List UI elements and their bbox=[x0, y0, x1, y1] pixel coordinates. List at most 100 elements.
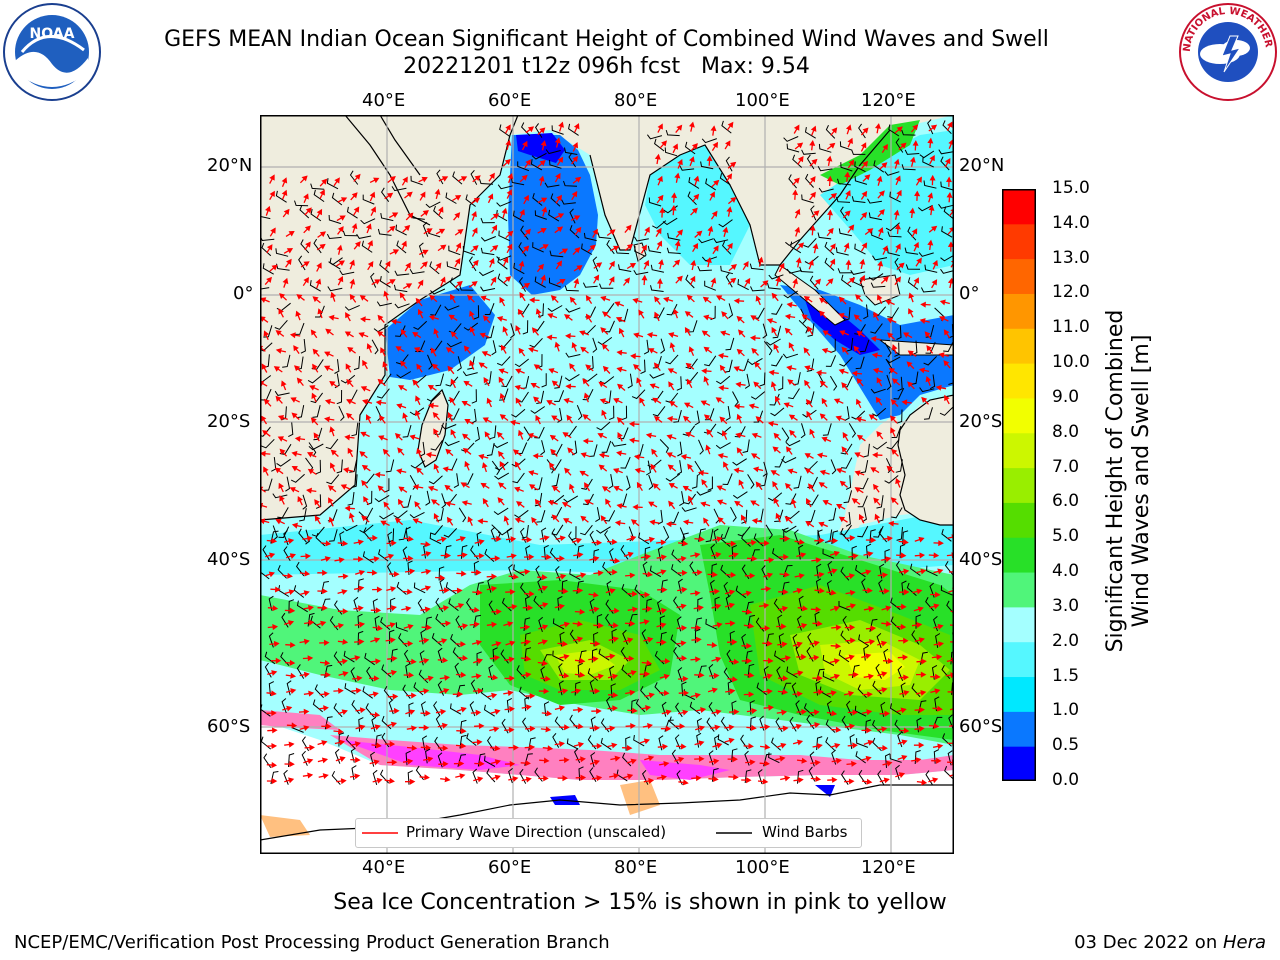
wind-barb bbox=[824, 241, 835, 256]
wind-barb bbox=[428, 475, 443, 485]
wave-direction-arrowhead bbox=[750, 724, 757, 731]
wind-barb bbox=[409, 407, 425, 416]
wind-barb bbox=[446, 261, 460, 271]
wind-barb bbox=[300, 338, 306, 354]
wind-barb bbox=[666, 303, 678, 316]
wave-direction-arrowhead bbox=[362, 359, 368, 367]
wave-direction-arrowhead bbox=[659, 207, 666, 213]
wind-barb bbox=[374, 615, 380, 631]
wave-direction-arrowhead bbox=[728, 589, 736, 596]
wind-barb bbox=[899, 544, 906, 559]
colorbar-tick-label: 1.5 bbox=[1052, 665, 1080, 686]
wind-barb bbox=[564, 373, 580, 382]
wave-direction-arrowhead bbox=[342, 573, 349, 580]
wave-direction-arrowhead bbox=[397, 447, 404, 454]
wind-barb bbox=[741, 509, 748, 524]
wave-direction-arrowhead bbox=[585, 294, 592, 302]
colorbar-swatch bbox=[1002, 189, 1036, 225]
wave-direction-arrowhead bbox=[374, 724, 381, 731]
wave-direction-arrowhead bbox=[695, 636, 702, 643]
wind-barb bbox=[938, 149, 954, 155]
wave-direction-arrowhead bbox=[531, 517, 537, 524]
wind-barb bbox=[263, 325, 273, 338]
wave-direction-arrowhead bbox=[854, 470, 861, 477]
wave-direction-arrowhead bbox=[359, 295, 366, 301]
wave-direction-arrowhead bbox=[342, 638, 349, 645]
wave-direction-arrowhead bbox=[783, 588, 789, 595]
wave-direction-arrowhead bbox=[754, 361, 761, 368]
wave-direction-arrowhead bbox=[716, 499, 724, 506]
wave-direction-arrowhead bbox=[387, 553, 395, 560]
wave-direction-arrowhead bbox=[682, 519, 689, 526]
wave-direction-arrowhead bbox=[762, 778, 769, 785]
wave-direction-arrowhead bbox=[491, 692, 498, 699]
wave-direction-arrowhead bbox=[375, 399, 382, 406]
wave-direction-arrowhead bbox=[550, 448, 557, 455]
wave-direction-arrowhead bbox=[527, 346, 535, 353]
wave-direction-arrowhead bbox=[443, 688, 450, 694]
wind-barb bbox=[776, 666, 783, 682]
wind-barb bbox=[534, 210, 547, 220]
wind-barb bbox=[822, 548, 835, 559]
wind-barb bbox=[876, 495, 884, 509]
wave-direction-arrowhead bbox=[867, 228, 874, 234]
wave-direction-arrowhead bbox=[612, 636, 619, 643]
wind-barb bbox=[405, 526, 411, 542]
wave-direction-arrowhead bbox=[701, 479, 707, 486]
wave-direction-arrowhead bbox=[524, 624, 531, 631]
wind-barb bbox=[443, 528, 458, 538]
wind-barb bbox=[364, 652, 375, 666]
wave-direction-arrowhead bbox=[605, 498, 611, 505]
wave-direction-arrowhead bbox=[529, 744, 536, 751]
wave-direction-arrowhead bbox=[514, 384, 521, 391]
wave-direction-arrowhead bbox=[445, 552, 452, 559]
wave-direction-arrowhead bbox=[838, 516, 846, 523]
wave-direction-arrowhead bbox=[538, 175, 545, 182]
wave-direction-arrowhead bbox=[260, 316, 266, 322]
wind-barb bbox=[260, 215, 271, 220]
wave-direction-arrowhead bbox=[440, 276, 446, 283]
wave-direction-arrowhead bbox=[906, 361, 913, 368]
wave-direction-arrowhead bbox=[323, 705, 329, 712]
wind-barb bbox=[480, 286, 496, 292]
wave-direction-arrowhead bbox=[712, 571, 718, 578]
wind-barb bbox=[841, 457, 853, 469]
wave-direction-arrowhead bbox=[681, 655, 688, 662]
wave-direction-arrowhead bbox=[698, 725, 706, 732]
wave-direction-arrowhead bbox=[278, 308, 284, 315]
wave-direction-arrowhead bbox=[829, 142, 836, 149]
wave-direction-arrowhead bbox=[794, 208, 801, 216]
wind-barb bbox=[377, 228, 392, 236]
wind-barb bbox=[767, 492, 783, 502]
wave-direction-arrowhead bbox=[721, 311, 728, 318]
wave-direction-arrowhead bbox=[792, 277, 798, 285]
wave-direction-arrowhead bbox=[695, 624, 702, 631]
wave-direction-arrowhead bbox=[580, 346, 587, 353]
wave-direction-arrowhead bbox=[287, 572, 293, 579]
wave-direction-arrowhead bbox=[442, 657, 449, 664]
wind-barb bbox=[595, 507, 601, 523]
wind-barb bbox=[313, 238, 322, 254]
wave-direction-arrowhead bbox=[838, 296, 845, 303]
wave-direction-arrowhead bbox=[889, 415, 896, 422]
wind-barb bbox=[444, 440, 460, 447]
wind-barb bbox=[599, 283, 614, 289]
wind-barb bbox=[388, 699, 394, 715]
wind-barb bbox=[589, 679, 595, 695]
wave-direction-arrowhead bbox=[288, 538, 295, 544]
wind-barb bbox=[427, 354, 433, 370]
wave-direction-arrowhead bbox=[282, 277, 289, 285]
wave-direction-arrowhead bbox=[654, 153, 661, 160]
colorbar-swatch bbox=[1002, 223, 1036, 260]
wave-direction-arrowhead bbox=[556, 226, 564, 233]
wind-barb bbox=[378, 549, 389, 562]
wind-barb bbox=[646, 460, 652, 476]
wave-direction-arrowhead bbox=[515, 368, 522, 374]
wave-direction-arrowhead bbox=[738, 479, 744, 486]
wind-barb bbox=[621, 664, 632, 678]
wind-barb bbox=[529, 337, 543, 348]
wave-direction-arrowhead bbox=[309, 744, 315, 751]
wind-barb bbox=[685, 358, 698, 370]
wave-direction-arrowhead bbox=[358, 332, 365, 338]
wave-direction-arrowhead bbox=[594, 688, 601, 695]
